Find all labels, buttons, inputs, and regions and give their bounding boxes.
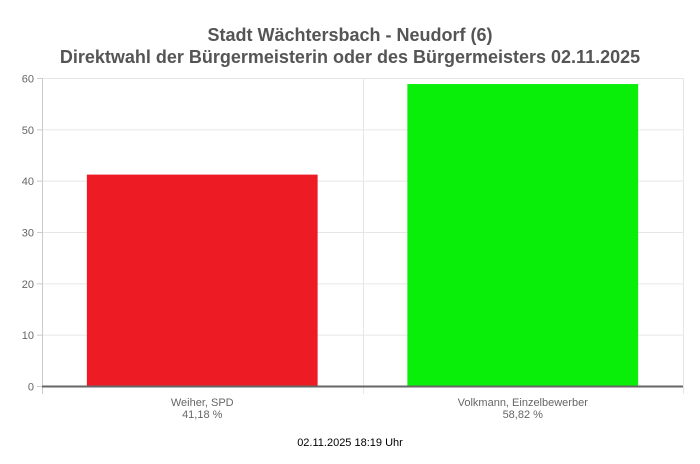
value-label: 58,82 % [503, 409, 544, 421]
category-label: Weiher, SPD [171, 397, 234, 409]
y-tick-label: 60 [22, 74, 34, 86]
y-tick-label: 40 [22, 176, 34, 188]
y-tick-label: 20 [22, 279, 34, 291]
y-tick-label: 50 [22, 125, 34, 137]
bar-0 [86, 174, 318, 386]
y-tick-label: 30 [22, 228, 34, 240]
timestamp: 02.11.2025 18:19 Uhr [297, 437, 403, 449]
value-label: 41,18 % [182, 409, 223, 421]
chart-subtitle: Direktwahl der Bürgermeisterin oder des … [59, 47, 641, 67]
category-label: Volkmann, Einzelbewerber [458, 397, 589, 409]
y-tick-label: 0 [28, 382, 34, 394]
bar-1 [407, 84, 639, 386]
chart-title: Stadt Wächtersbach - Neudorf (6) [207, 25, 493, 45]
y-tick-label: 10 [22, 330, 34, 342]
